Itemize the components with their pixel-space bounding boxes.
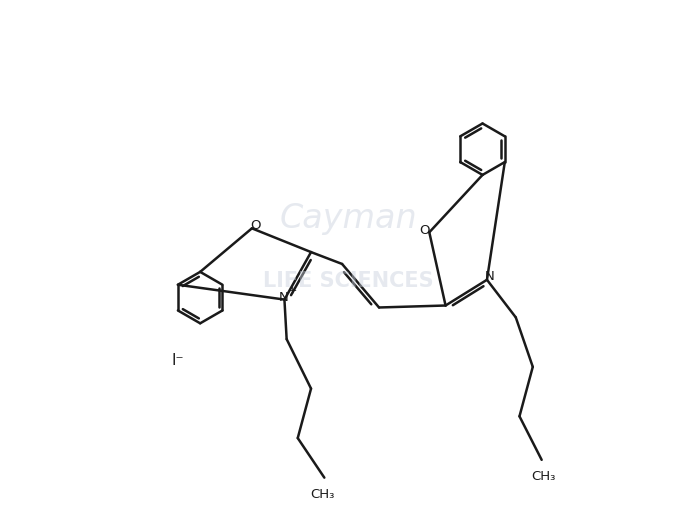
Text: O: O xyxy=(419,224,429,237)
Text: +: + xyxy=(287,287,296,296)
Text: O: O xyxy=(251,219,261,232)
Text: N: N xyxy=(484,270,494,283)
Text: CH₃: CH₃ xyxy=(310,488,335,501)
Text: Cayman: Cayman xyxy=(279,202,417,236)
Text: N: N xyxy=(279,291,289,304)
Text: LIFE SCIENCES: LIFE SCIENCES xyxy=(262,270,434,291)
Text: I⁻: I⁻ xyxy=(172,354,184,368)
Text: CH₃: CH₃ xyxy=(531,470,555,483)
